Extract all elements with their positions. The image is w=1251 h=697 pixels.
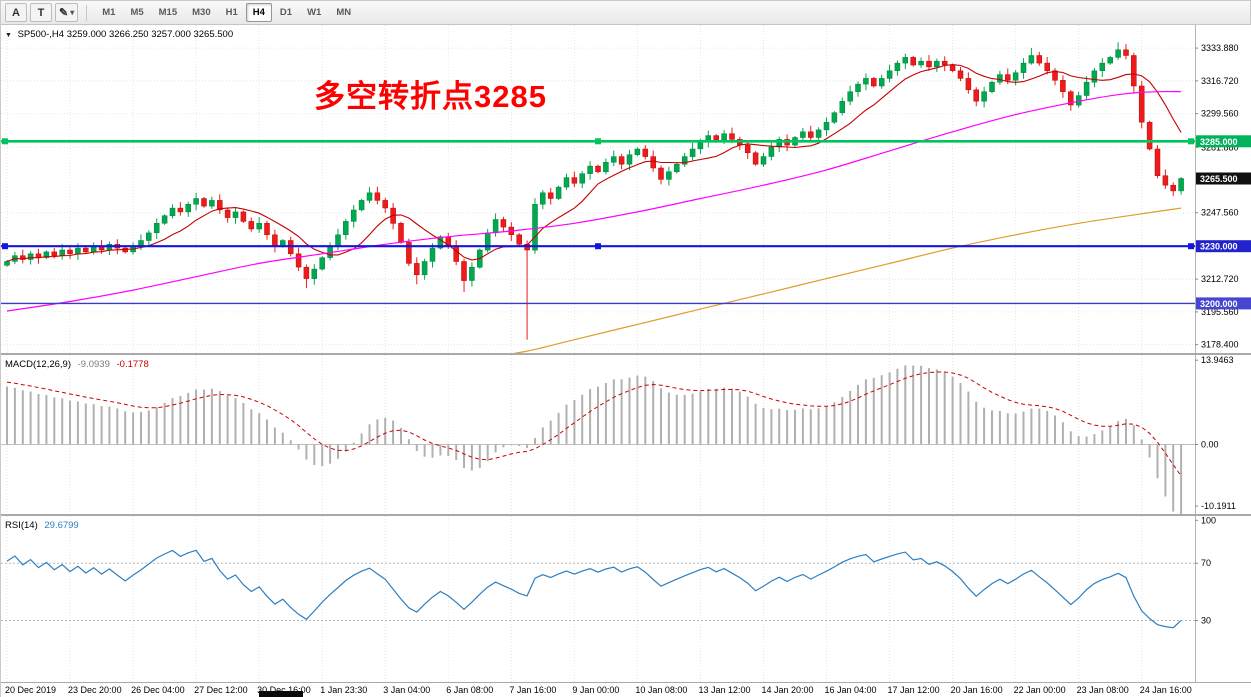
- timeframe-h1[interactable]: H1: [219, 3, 245, 22]
- macd-name: MACD(12,26,9): [5, 359, 71, 370]
- time-label: 23 Jan 08:00: [1076, 685, 1129, 695]
- timeframe-m30[interactable]: M30: [185, 3, 217, 22]
- rsi-label: RSI(14) 29.6799: [5, 520, 79, 531]
- svg-text:0.00: 0.00: [1201, 440, 1219, 450]
- timeframe-d1[interactable]: D1: [273, 3, 299, 22]
- time-label: 27 Dec 12:00: [194, 685, 248, 695]
- arrow-tool-button[interactable]: A: [5, 3, 27, 22]
- timeframe-w1[interactable]: W1: [300, 3, 328, 22]
- svg-text:3178.400: 3178.400: [1201, 340, 1239, 350]
- candles: [4, 42, 1184, 340]
- svg-text:3200.000: 3200.000: [1200, 299, 1238, 309]
- time-axis[interactable]: 20 Dec 2019 23 Dec 20:00 26 Dec 04:00 27 De…: [1, 682, 1251, 697]
- main-chart-panel[interactable]: 3333.8803316.7203299.5603281.8803247.560…: [1, 25, 1251, 353]
- main-grid: [1, 25, 1195, 353]
- time-label: 17 Jan 12:00: [887, 685, 940, 695]
- svg-text:3316.720: 3316.720: [1201, 76, 1239, 86]
- time-label: 16 Jan 04:00: [824, 685, 877, 695]
- text-tool-button[interactable]: T: [30, 3, 52, 22]
- timeframe-mn[interactable]: MN: [329, 3, 358, 22]
- time-label: 14 Jan 20:00: [761, 685, 814, 695]
- timeframe-buttons: M1 M5 M15 M30 H1 H4 D1 W1 MN: [95, 3, 358, 22]
- rsi-name: RSI(14): [5, 520, 38, 531]
- time-label: 30 Dec 16:00: [257, 685, 311, 695]
- pencil-icon: ✎: [59, 7, 69, 19]
- time-label: 3 Jan 04:00: [383, 685, 431, 695]
- toolbar-separator: [86, 4, 88, 21]
- svg-text:70: 70: [1201, 558, 1211, 568]
- fast-ma-line: [6, 64, 1182, 263]
- svg-text:3230.000: 3230.000: [1200, 242, 1238, 252]
- time-label: 26 Dec 04:00: [131, 685, 185, 695]
- time-label: 20 Jan 16:00: [950, 685, 1003, 695]
- price-chart-canvas[interactable]: 3333.8803316.7203299.5603281.8803247.560…: [1, 25, 1251, 353]
- price-badge-3265.500: [1196, 172, 1251, 185]
- rsi-line: [6, 549, 1182, 629]
- macd-main-value: -9.0939: [77, 359, 110, 370]
- price-badge-3285.000: [1196, 135, 1251, 148]
- time-label: 20 Dec 2019: [5, 685, 57, 695]
- time-label: 1 Jan 23:30: [320, 685, 368, 695]
- draw-tool-button[interactable]: ✎ ▾: [55, 3, 79, 22]
- time-label: 24 Jan 16:00: [1139, 685, 1192, 695]
- mid-ma-line: [6, 90, 1182, 312]
- symbol-header: ▼ SP500-,H4 3259.000 3266.250 3257.000 3…: [5, 29, 233, 40]
- timeframe-m15[interactable]: M15: [152, 3, 184, 22]
- svg-text:100: 100: [1201, 516, 1216, 525]
- chevron-down-icon: ▾: [70, 8, 75, 17]
- svg-text:3285.000: 3285.000: [1200, 137, 1238, 147]
- macd-signal-value: -0.1778: [116, 359, 149, 370]
- macd-canvas[interactable]: 13.9463 0.00 -10.1911: [1, 355, 1251, 514]
- toolbar: A T ✎ ▾ M1 M5 M15 M30 H1 H4 D1 W1 MN: [1, 1, 1250, 25]
- svg-text:3265.500: 3265.500: [1200, 174, 1238, 184]
- svg-text:13.9463: 13.9463: [1201, 355, 1234, 365]
- time-label: 10 Jan 08:00: [635, 685, 688, 695]
- svg-text:3333.880: 3333.880: [1201, 43, 1239, 53]
- time-label: 13 Jan 12:00: [698, 685, 751, 695]
- macd-panel[interactable]: 13.9463 0.00 -10.1911 MACD(12,26,9) -9.093…: [1, 353, 1251, 514]
- price-badge-3230.000: [1196, 240, 1251, 253]
- time-label: 22 Jan 00:00: [1013, 685, 1066, 695]
- macd-histogram: [6, 365, 1183, 514]
- scrollbar-thumb[interactable]: [259, 691, 303, 697]
- svg-text:3195.560: 3195.560: [1201, 307, 1239, 317]
- svg-text:3299.560: 3299.560: [1201, 109, 1239, 119]
- rsi-panel[interactable]: 100 70 30 RSI(14) 29.6799: [1, 514, 1251, 682]
- timeframe-m1[interactable]: M1: [95, 3, 122, 22]
- macd-signal-line: [6, 371, 1182, 477]
- svg-text:3247.560: 3247.560: [1201, 208, 1239, 218]
- svg-text:-10.1911: -10.1911: [1201, 501, 1236, 511]
- rsi-canvas[interactable]: 100 70 30: [1, 516, 1251, 682]
- timeframe-m5[interactable]: M5: [123, 3, 150, 22]
- rsi-value: 29.6799: [44, 520, 79, 531]
- price-badge-3200.000: [1196, 297, 1251, 310]
- time-label: 9 Jan 00:00: [572, 685, 620, 695]
- time-label: 7 Jan 16:00: [509, 685, 557, 695]
- chart-text-annotation[interactable]: 多空转折点3285: [314, 79, 547, 114]
- symbol-name: SP500-,H4: [17, 29, 65, 40]
- slow-ma-line: [513, 207, 1182, 353]
- time-label: 6 Jan 08:00: [446, 685, 494, 695]
- svg-text:3212.720: 3212.720: [1201, 274, 1239, 284]
- ohlc-values: 3259.000 3266.250 3257.000 3265.500: [66, 29, 234, 40]
- macd-label: MACD(12,26,9) -9.0939 -0.1778: [5, 359, 149, 370]
- svg-text:30: 30: [1201, 616, 1211, 626]
- collapse-icon[interactable]: ▼: [5, 32, 12, 39]
- timeframe-h4[interactable]: H4: [245, 3, 272, 22]
- time-label: 23 Dec 20:00: [68, 685, 122, 695]
